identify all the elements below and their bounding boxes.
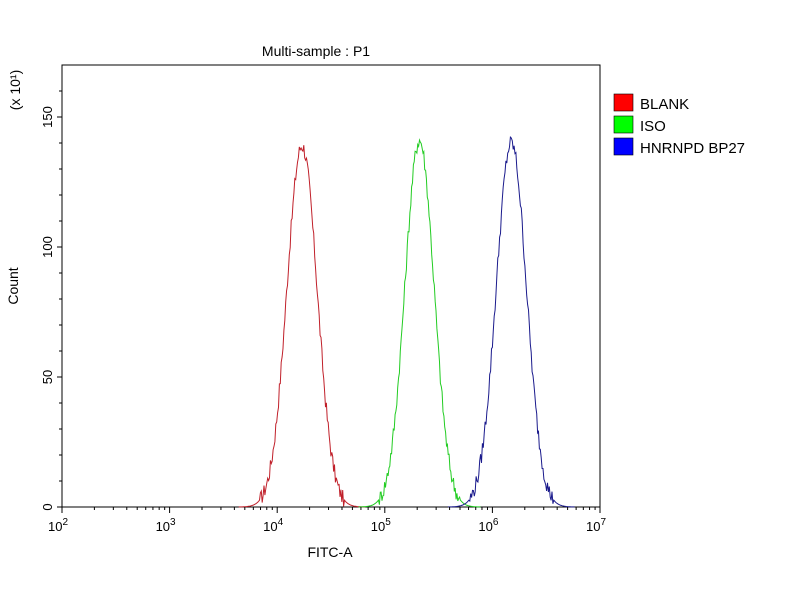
x-tick-label: 103: [156, 517, 176, 534]
legend-swatch: [613, 115, 634, 134]
series-blank-curve: [238, 145, 366, 508]
plot-frame: [61, 64, 601, 508]
y-tick-label: 50: [40, 370, 55, 384]
y-tick-label: 150: [40, 106, 55, 128]
y-axis-title: Count: [5, 267, 21, 304]
chart-title: Multi-sample : P1: [262, 43, 370, 59]
legend-label: BLANK: [640, 96, 689, 113]
series-layer: [238, 135, 575, 508]
legend-label: ISO: [640, 118, 666, 135]
legend: BLANK ISO HNRNPD BP27: [613, 93, 745, 157]
axis-layer: 0 50 100 150 102 103 104 105 106 107: [40, 90, 606, 534]
legend-swatch: [613, 137, 634, 156]
series-iso-curve: [358, 138, 481, 508]
x-tick-label: 104: [263, 517, 283, 534]
x-tick-label: 106: [478, 517, 498, 534]
legend-label: HNRNPD BP27: [640, 140, 745, 157]
legend-swatch: [613, 93, 634, 112]
x-tick-label: 107: [586, 517, 606, 534]
y-tick-label: 0: [40, 503, 55, 510]
series-hnrnpd-bp27-curve: [448, 135, 575, 508]
y-tick-label: 100: [40, 236, 55, 258]
x-tick-label: 102: [48, 517, 68, 534]
y-multiplier-label: (x 10¹): [7, 70, 23, 110]
x-axis-title: FITC-A: [307, 544, 353, 560]
x-tick-label: 105: [371, 517, 391, 534]
